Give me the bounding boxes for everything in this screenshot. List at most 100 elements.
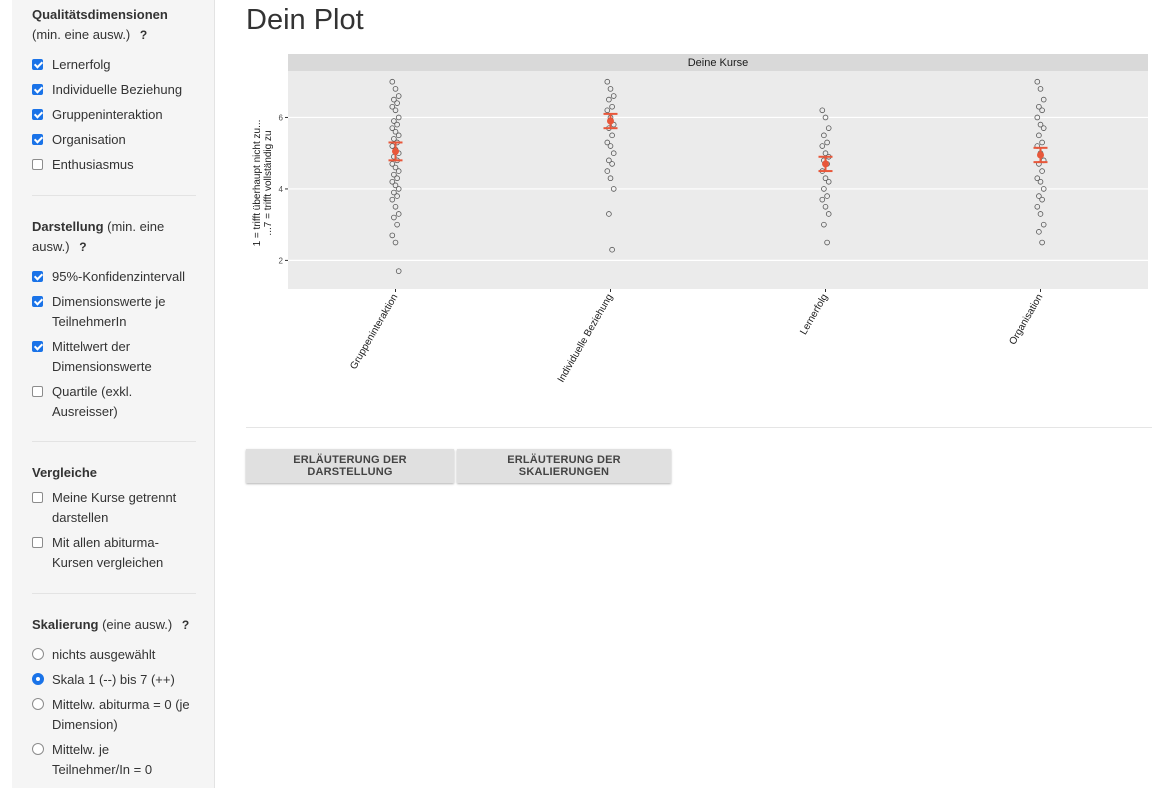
checkbox-alle-kurse[interactable]: Mit allen abiturma- Kursen vergleichen xyxy=(32,533,197,573)
display-help-icon[interactable]: ? xyxy=(79,240,87,254)
data-point xyxy=(819,196,826,203)
y-tick-label: 6 xyxy=(279,113,284,122)
radio-skala[interactable]: Skala 1 (--) bis 7 (++) xyxy=(32,670,197,690)
compare-section-header: Vergleiche xyxy=(32,463,197,483)
checkbox-label: Quartile (exkl. Ausreisser) xyxy=(52,384,133,419)
plot-panel xyxy=(288,71,1148,289)
x-tick-label: Individuelle Beziehung xyxy=(556,292,616,384)
quality-help-icon[interactable]: ? xyxy=(139,28,148,42)
x-axis: Gruppeninteraktion Individuelle Beziehung… xyxy=(348,289,1045,384)
explain-display-button[interactable]: ERLÄUTERUNG DER DARSTELLUNG xyxy=(246,449,454,483)
data-point xyxy=(395,211,402,217)
radio-label: Mittelw. je Teilnehmer/In = 0 xyxy=(52,742,153,777)
data-point xyxy=(1037,121,1044,128)
mean-point xyxy=(392,147,399,155)
checkbox-mittelwert[interactable]: Mittelwert der Dimensionswerte xyxy=(32,337,197,377)
data-point xyxy=(392,239,399,246)
data-point xyxy=(389,78,396,85)
data-point xyxy=(389,178,396,185)
data-point xyxy=(391,118,397,124)
checkbox-label: Organisation xyxy=(52,132,126,147)
checkbox-icon[interactable] xyxy=(32,296,43,307)
quality-section-header: Qualitätsdimensionen (min. eine ausw.) ? xyxy=(32,5,197,45)
data-point xyxy=(391,136,397,142)
y-tick-label: 2 xyxy=(279,256,284,265)
scaling-section-header: Skalierung (eine ausw.) ? xyxy=(32,615,197,635)
data-point xyxy=(1040,125,1047,131)
data-point xyxy=(825,211,832,217)
facet-strip xyxy=(288,54,1148,71)
radio-icon[interactable] xyxy=(32,673,44,685)
data-point xyxy=(1040,96,1047,103)
checkbox-icon[interactable] xyxy=(32,84,43,95)
checkbox-icon[interactable] xyxy=(32,492,43,503)
checkbox-icon[interactable] xyxy=(32,109,43,120)
x-tick-label: Lernerfolg xyxy=(798,292,830,336)
checkbox-dimensionswerte[interactable]: Dimensionswerte je TeilnehmerIn xyxy=(32,292,197,332)
data-point xyxy=(825,125,832,131)
data-point xyxy=(1037,86,1044,92)
data-point xyxy=(822,114,829,121)
checkbox-icon[interactable] xyxy=(32,341,43,352)
data-point xyxy=(822,175,829,182)
data-point xyxy=(607,143,614,149)
data-point xyxy=(394,175,400,182)
data-point xyxy=(394,100,400,106)
radio-mittelw-teilnehmer[interactable]: Mittelw. je Teilnehmer/In = 0 xyxy=(32,740,197,780)
scaling-help-icon[interactable]: ? xyxy=(181,618,190,632)
checkbox-gruppeninteraktion[interactable]: Gruppeninteraktion xyxy=(32,105,197,125)
quality-title: Qualitätsdimensionen xyxy=(32,7,168,22)
checkbox-label: Meine Kurse getrennt darstellen xyxy=(52,490,177,525)
data-point xyxy=(1039,139,1045,146)
checkbox-label: Mit allen abiturma- Kursen vergleichen xyxy=(52,535,164,570)
data-point xyxy=(1037,178,1044,185)
checkbox-quartile[interactable]: Quartile (exkl. Ausreisser) xyxy=(32,382,197,422)
data-point xyxy=(824,139,830,146)
data-point xyxy=(392,204,399,210)
facet-title: Deine Kurse xyxy=(688,57,749,69)
checkbox-individuelle-beziehung[interactable]: Individuelle Beziehung xyxy=(32,80,197,100)
mean-point xyxy=(607,117,614,125)
checkbox-label: Mittelwert der Dimensionswerte xyxy=(52,339,152,374)
checkbox-konfidenzintervall[interactable]: 95%-Konfidenzintervall xyxy=(32,267,197,287)
checkbox-label: Gruppeninteraktion xyxy=(52,107,163,122)
radio-icon[interactable] xyxy=(32,743,44,755)
radio-icon[interactable] xyxy=(32,698,44,710)
checkbox-icon[interactable] xyxy=(32,537,43,548)
data-point xyxy=(1034,114,1041,121)
data-point xyxy=(394,193,400,199)
data-point xyxy=(1040,221,1047,228)
data-point xyxy=(604,78,611,85)
data-point xyxy=(394,221,400,228)
radio-nichts[interactable]: nichts ausgewählt xyxy=(32,645,197,665)
data-point xyxy=(392,86,399,92)
checkbox-kurse-getrennt[interactable]: Meine Kurse getrennt darstellen xyxy=(32,488,197,528)
data-point xyxy=(822,204,829,210)
checkbox-icon[interactable] xyxy=(32,134,43,145)
data-point xyxy=(395,114,402,121)
data-point xyxy=(395,168,402,174)
radio-mittelw-abiturma[interactable]: Mittelw. abiturma = 0 (je Dimension) xyxy=(32,695,197,735)
checkbox-lernerfolg[interactable]: Lernerfolg xyxy=(32,55,197,75)
checkbox-icon[interactable] xyxy=(32,386,43,397)
checkbox-enthusiasmus[interactable]: Enthusiasmus xyxy=(32,155,197,175)
checkbox-icon[interactable] xyxy=(32,59,43,70)
data-point xyxy=(389,161,396,167)
data-point xyxy=(391,214,397,221)
data-point xyxy=(609,132,615,139)
data-point xyxy=(609,161,615,167)
data-point xyxy=(1039,168,1045,174)
radio-icon[interactable] xyxy=(32,648,44,660)
explain-scaling-button[interactable]: ERLÄUTERUNG DER SKALIERUNGEN xyxy=(457,449,671,483)
checkbox-organisation[interactable]: Organisation xyxy=(32,130,197,150)
data-point xyxy=(609,103,615,110)
data-point xyxy=(822,150,829,156)
data-point xyxy=(392,182,399,189)
checkbox-label: Individuelle Beziehung xyxy=(52,82,183,97)
divider xyxy=(32,195,196,196)
checkbox-icon[interactable] xyxy=(32,159,43,170)
display-section-header: Darstellung (min. eine ausw.) ? xyxy=(32,217,197,257)
data-point xyxy=(1036,193,1042,199)
data-point xyxy=(395,93,402,99)
checkbox-icon[interactable] xyxy=(32,271,43,282)
